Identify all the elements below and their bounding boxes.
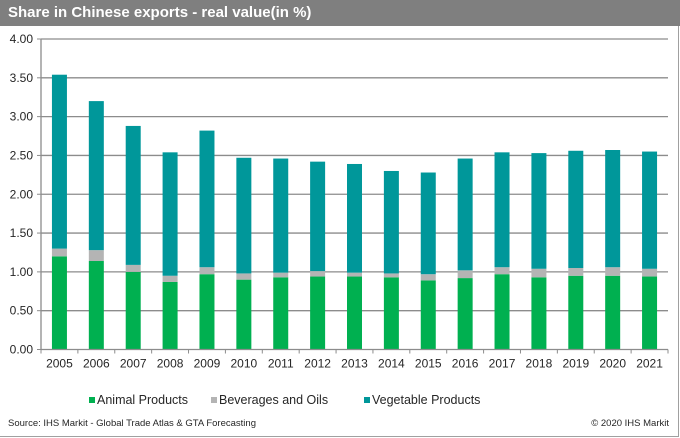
bar-animal-products-2010 (236, 279, 252, 350)
x-tick-label: 2009 (194, 357, 221, 371)
bar-animal-products-2011 (273, 277, 289, 350)
bar-beverages-and-oils-2005 (51, 248, 67, 257)
x-tick-label: 2012 (304, 357, 331, 371)
bar-animal-products-2019 (568, 275, 584, 350)
x-tick-label: 2008 (157, 357, 184, 371)
x-tick-label: 2017 (489, 357, 516, 371)
legend-label: Vegetable Products (372, 393, 481, 407)
bar-vegetable-products-2008 (162, 152, 178, 276)
bar-beverages-and-oils-2017 (494, 267, 510, 275)
x-tick-label: 2010 (231, 357, 258, 371)
title-bar: Share in Chinese exports - real value(in… (0, 0, 680, 26)
x-tick-label: 2014 (378, 357, 405, 371)
x-tick-label: 2018 (526, 357, 553, 371)
legend-swatch-vegetable-products (364, 397, 370, 403)
bar-vegetable-products-2010 (236, 157, 252, 274)
bar-beverages-and-oils-2016 (457, 270, 473, 279)
bar-vegetable-products-2007 (125, 125, 141, 265)
y-tick-label: 0.00 (10, 343, 34, 357)
bar-beverages-and-oils-2011 (273, 272, 289, 278)
bar-vegetable-products-2013 (347, 163, 362, 273)
bar-vegetable-products-2006 (88, 101, 104, 251)
bar-beverages-and-oils-2007 (125, 264, 141, 272)
bar-beverages-and-oils-2010 (236, 273, 252, 280)
bar-animal-products-2017 (494, 274, 510, 350)
bar-beverages-and-oils-2013 (347, 272, 362, 277)
bar-vegetable-products-2019 (568, 150, 584, 268)
y-tick-label: 2.50 (10, 148, 34, 162)
x-tick-label: 2021 (636, 357, 663, 371)
bar-animal-products-2021 (642, 276, 658, 350)
bar-vegetable-products-2020 (605, 150, 621, 268)
bar-animal-products-2008 (162, 281, 178, 350)
bar-vegetable-products-2016 (457, 158, 473, 271)
bar-vegetable-products-2018 (531, 153, 547, 269)
y-tick-label: 3.50 (10, 71, 34, 85)
chart-title: Share in Chinese exports - real value(in… (8, 4, 312, 21)
y-tick-label: 4.00 (10, 32, 34, 46)
x-tick-label: 2015 (415, 357, 442, 371)
bar-animal-products-2012 (310, 276, 326, 350)
x-tick-label: 2005 (46, 357, 73, 371)
bar-animal-products-2014 (383, 277, 399, 350)
bar-beverages-and-oils-2020 (605, 267, 621, 276)
x-tick-label: 2016 (452, 357, 479, 371)
bar-beverages-and-oils-2019 (568, 267, 584, 276)
bar-vegetable-products-2014 (383, 170, 399, 274)
x-tick-label: 2020 (599, 357, 626, 371)
y-tick-label: 1.50 (10, 226, 34, 240)
bar-animal-products-2007 (125, 271, 141, 350)
bar-vegetable-products-2015 (420, 172, 436, 275)
bar-animal-products-2015 (420, 280, 436, 350)
bar-beverages-and-oils-2015 (420, 274, 436, 281)
x-tick-label: 2019 (562, 357, 589, 371)
legend-label: Beverages and Oils (219, 393, 329, 407)
bar-beverages-and-oils-2009 (199, 267, 215, 275)
x-tick-label: 2006 (83, 357, 110, 371)
x-tick-label: 2013 (341, 357, 368, 371)
bar-beverages-and-oils-2006 (88, 250, 104, 262)
bar-animal-products-2013 (347, 276, 362, 350)
x-tick-label: 2007 (120, 357, 147, 371)
copyright-note: © 2020 IHS Markit (591, 418, 669, 429)
bar-vegetable-products-2012 (310, 161, 326, 272)
source-note: Source: IHS Markit - Global Trade Atlas … (8, 418, 256, 429)
bar-vegetable-products-2011 (273, 158, 289, 273)
legend-item-animal-products: Animal Products (89, 393, 188, 407)
legend-item-beverages-and-oils: Beverages and Oils (211, 393, 328, 407)
bar-vegetable-products-2005 (51, 74, 67, 249)
legend-swatch-beverages-and-oils (211, 397, 217, 403)
y-tick-label: 1.00 (10, 265, 34, 279)
bar-beverages-and-oils-2012 (310, 271, 326, 277)
bar-animal-products-2009 (199, 274, 215, 350)
legend-swatch-animal-products (89, 397, 95, 403)
y-tick-label: 2.00 (10, 187, 34, 201)
y-tick-label: 3.00 (10, 110, 34, 124)
bar-animal-products-2020 (605, 275, 621, 350)
bar-animal-products-2016 (457, 278, 473, 350)
bar-vegetable-products-2017 (494, 152, 510, 268)
bar-vegetable-products-2009 (199, 130, 215, 268)
bar-beverages-and-oils-2018 (531, 268, 547, 278)
legend-item-vegetable-products: Vegetable Products (364, 393, 480, 407)
bar-beverages-and-oils-2008 (162, 275, 178, 282)
bar-animal-products-2018 (531, 277, 547, 350)
legend-label: Animal Products (97, 393, 189, 407)
bar-vegetable-products-2021 (642, 151, 658, 269)
y-tick-label: 0.50 (10, 304, 34, 318)
x-tick-label: 2011 (268, 357, 294, 371)
bar-beverages-and-oils-2014 (383, 273, 399, 278)
bar-animal-products-2006 (88, 261, 104, 350)
bar-beverages-and-oils-2021 (642, 268, 658, 277)
bar-animal-products-2005 (51, 256, 67, 350)
